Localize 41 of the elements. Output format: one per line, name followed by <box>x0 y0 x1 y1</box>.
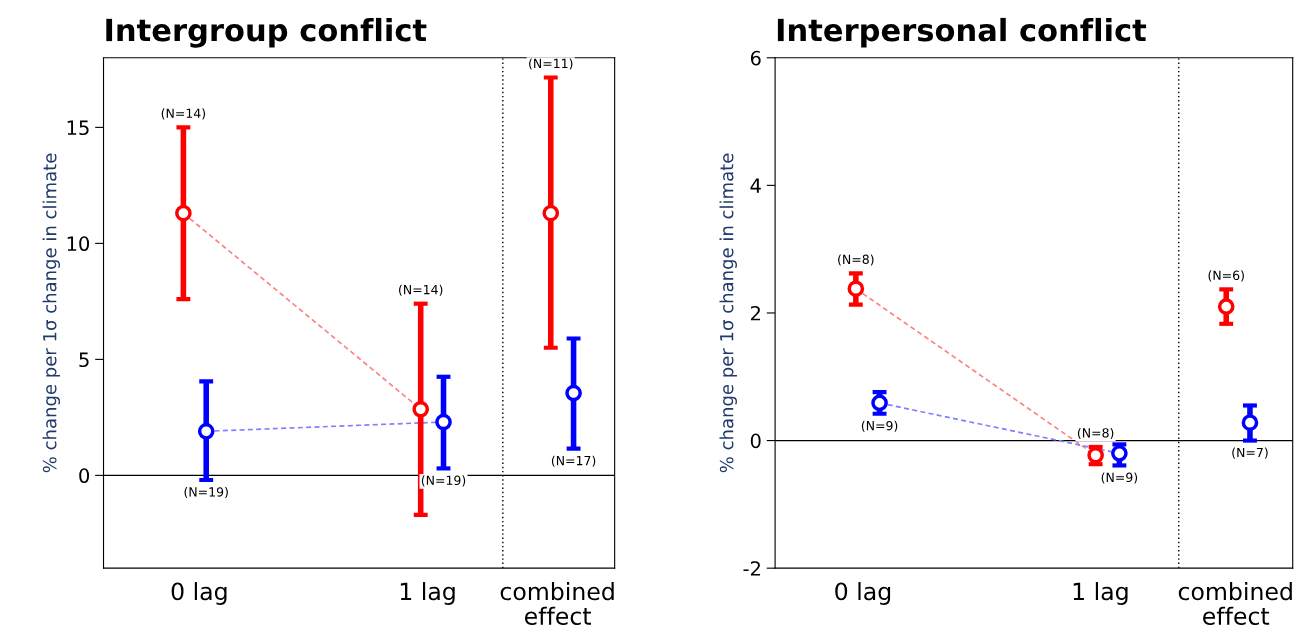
point <box>565 384 582 402</box>
y-axis-title: % change per 1σ change in climate <box>719 153 737 473</box>
annotation: (N=9) <box>1101 472 1138 484</box>
y-tick-label: 5 <box>79 352 89 368</box>
point <box>1241 414 1259 432</box>
chart-title: Interpersonal conflict <box>777 17 1147 48</box>
x-tick-label: 0 lag <box>171 582 227 605</box>
point <box>847 280 865 298</box>
annotation: (N=8) <box>838 254 874 266</box>
y-tick-label: -2 <box>743 561 760 576</box>
annotation: (N=14) <box>161 108 206 120</box>
annotation: (N=19) <box>184 486 228 499</box>
x-tick-label: combined effect <box>1178 582 1292 625</box>
annotation: (N=6) <box>1208 270 1244 282</box>
chart-title: Intergroup conflict <box>106 17 427 48</box>
annotation: (N=7) <box>1232 447 1268 459</box>
annotation: (N=17) <box>551 455 596 467</box>
point <box>175 204 192 222</box>
y-tick-label: 15 <box>67 120 89 136</box>
y-axis-title: % change per 1σ change in climate <box>42 153 61 473</box>
x-tick-label: 1 lag <box>400 582 455 605</box>
point <box>1217 298 1235 315</box>
x-tick-label: 1 lag <box>1073 582 1128 605</box>
y-tick-label: 2 <box>750 305 760 321</box>
annotation: (N=14) <box>399 284 443 296</box>
y-tick-label: 6 <box>750 50 761 66</box>
point <box>197 422 215 440</box>
annotation: (N=8) <box>1077 427 1114 440</box>
point <box>1111 445 1128 462</box>
annotation: (N=19) <box>421 475 466 487</box>
x-tick-label: combined effect <box>500 582 614 625</box>
point <box>542 204 560 222</box>
annotation: (N=9) <box>861 420 898 432</box>
y-tick-label: 0 <box>79 468 90 484</box>
y-tick-label: 4 <box>750 178 761 193</box>
point <box>435 413 452 431</box>
y-tick-label: 0 <box>750 433 761 449</box>
y-tick-label: 10 <box>67 236 90 252</box>
point <box>412 400 430 418</box>
annotation: (N=11) <box>529 58 573 70</box>
x-tick-label: 0 lag <box>835 582 891 605</box>
